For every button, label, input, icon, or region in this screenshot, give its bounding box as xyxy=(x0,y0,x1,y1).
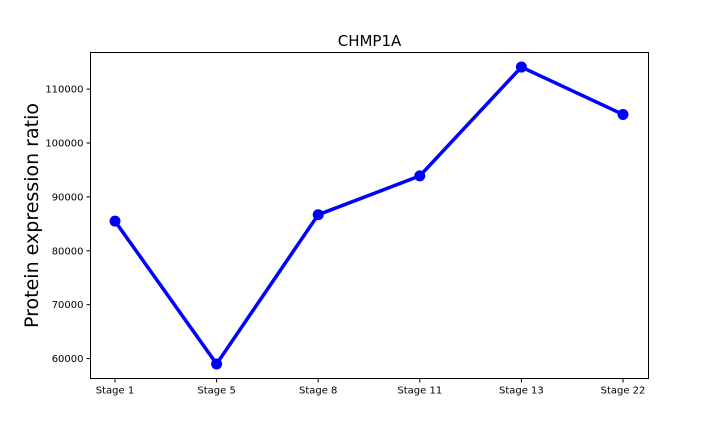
data-point xyxy=(414,170,426,182)
y-tick-label: 100000 xyxy=(45,139,83,150)
y-tick-label: 60000 xyxy=(52,354,84,365)
x-tick-label: Stage 5 xyxy=(197,386,235,397)
x-tick-label: Stage 13 xyxy=(499,386,544,397)
data-point xyxy=(617,108,629,120)
x-tick-label: Stage 1 xyxy=(96,386,134,397)
x-tick-label: Stage 22 xyxy=(601,386,646,397)
x-tick-label: Stage 8 xyxy=(299,386,337,397)
data-point xyxy=(515,61,527,73)
data-point xyxy=(211,358,223,370)
y-axis-label: Protein expression ratio xyxy=(21,103,43,328)
y-tick-label: 110000 xyxy=(45,85,83,96)
y-axis: 60000 70000 80000 90000 100000 110000 xyxy=(45,85,91,365)
series-group xyxy=(109,61,629,370)
x-tick-label: Stage 11 xyxy=(397,386,442,397)
y-tick-label: 90000 xyxy=(52,192,84,203)
data-point xyxy=(109,215,121,227)
y-tick-label: 80000 xyxy=(52,246,84,257)
y-tick-label: 70000 xyxy=(52,300,84,311)
chart-title: CHMP1A xyxy=(338,32,402,50)
data-point xyxy=(312,209,324,221)
series-line xyxy=(113,65,625,366)
plot-area xyxy=(90,52,649,379)
x-axis: Stage 1 Stage 5 Stage 8 Stage 11 Stage 13 Sta… xyxy=(96,378,646,397)
